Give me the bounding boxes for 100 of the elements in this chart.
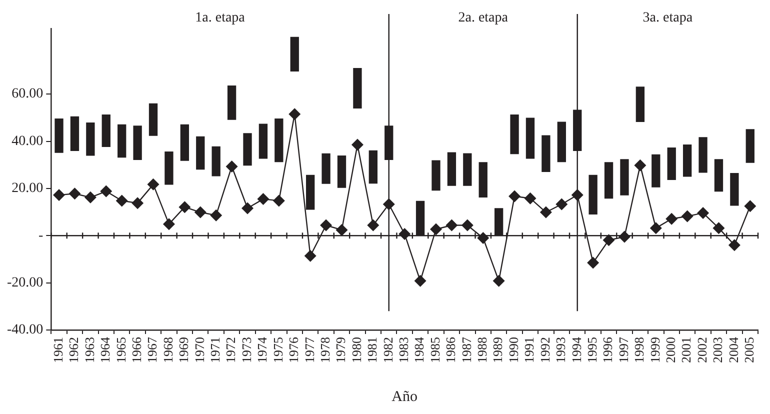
point	[461, 219, 474, 232]
x-tick-label: 1968	[160, 337, 176, 363]
x-tick-label: 1967	[144, 336, 160, 363]
point	[540, 206, 552, 218]
point	[634, 159, 646, 172]
point	[162, 218, 175, 230]
point	[446, 219, 458, 232]
point	[272, 194, 285, 207]
point	[336, 224, 348, 236]
x-tick-label: 1970	[192, 337, 207, 363]
point	[116, 194, 128, 207]
x-tick-label: 1992	[537, 337, 552, 363]
bar	[698, 137, 708, 173]
bar	[526, 118, 535, 159]
x-tick-label: 1997	[616, 336, 631, 363]
point	[492, 274, 505, 287]
point	[430, 223, 442, 236]
point	[100, 185, 112, 198]
point	[587, 256, 600, 269]
point	[681, 210, 694, 222]
bar	[730, 173, 739, 206]
point	[351, 138, 364, 151]
point	[320, 219, 332, 232]
x-tick-label: 1990	[506, 337, 521, 363]
x-tick-label: 2004	[726, 336, 741, 363]
x-tick-label: 1971	[208, 337, 223, 363]
x-tick-label: 1974	[254, 336, 270, 363]
point	[210, 209, 222, 222]
x-tick-label: 1988	[474, 337, 490, 363]
x-tick-label: 1991	[522, 337, 537, 363]
y-tick-label: -	[38, 228, 44, 244]
bar	[212, 146, 220, 176]
x-tick-label: 1980	[348, 337, 364, 363]
bar	[746, 129, 754, 163]
bar	[652, 154, 660, 188]
bar	[322, 153, 330, 184]
point	[666, 212, 678, 225]
bar	[368, 150, 378, 184]
point	[132, 197, 144, 210]
x-tick-label: 1998	[632, 337, 647, 363]
point	[178, 201, 191, 214]
x-tick-label: 1965	[113, 337, 128, 363]
bar	[667, 148, 676, 180]
x-tick-label: 1993	[553, 337, 568, 363]
text: 2a. etapa	[458, 10, 509, 26]
point	[744, 200, 756, 212]
x-tick-label: 1962	[66, 337, 82, 363]
x-axis-title: Año	[392, 388, 418, 405]
x-tick-label: 1979	[333, 337, 348, 363]
x-tick-label: 1981	[364, 337, 380, 363]
x-tick-label: 1976	[286, 336, 302, 363]
point	[602, 234, 615, 246]
point	[712, 222, 725, 234]
bar	[180, 124, 190, 161]
bar	[682, 144, 692, 177]
bar	[274, 118, 284, 162]
point	[194, 206, 206, 218]
x-tick-label: 1994	[568, 336, 584, 363]
x-tick-label: 1996	[600, 336, 616, 363]
bar	[714, 159, 724, 192]
bar	[243, 133, 252, 166]
x-tick-label: 2002	[694, 337, 710, 363]
x-tick-label: 1966	[128, 336, 144, 363]
point	[242, 202, 254, 214]
bar	[463, 153, 472, 186]
x-tick-label: 1982	[380, 337, 396, 363]
point	[226, 160, 238, 172]
bar	[620, 159, 629, 196]
point	[147, 178, 160, 190]
x-tick-label: 1999	[647, 337, 662, 363]
x-tick-label: 1983	[396, 337, 412, 363]
point	[697, 206, 710, 219]
x-tick-label: 1961	[50, 337, 66, 363]
x-tick-label: 2000	[663, 337, 678, 363]
y-tick-label: -20.00	[6, 275, 44, 290]
y-tick-label: 60.00	[12, 86, 44, 102]
y-tick-label: 40.00	[12, 134, 44, 149]
point	[508, 190, 521, 202]
point	[84, 191, 96, 204]
x-tick-label: 1972	[223, 337, 238, 363]
bar	[133, 126, 142, 160]
x-tick-label: 1978	[317, 337, 332, 363]
x-tick-label: 1995	[584, 337, 600, 363]
point	[68, 188, 81, 200]
x-tick-label: 1985	[427, 337, 442, 363]
bar	[290, 36, 299, 72]
point	[477, 232, 490, 244]
x-tick-label: 2005	[742, 337, 757, 363]
x-tick-label: 1986	[443, 336, 458, 363]
bar	[478, 162, 488, 198]
bar	[54, 118, 64, 153]
bar	[70, 116, 80, 152]
x-tick-label: 1975	[270, 337, 286, 363]
y-tick-label: -40.00	[6, 322, 44, 338]
x-tick-label: 1964	[98, 336, 113, 363]
text: 1a. etapa	[195, 10, 246, 26]
point	[524, 192, 536, 204]
bar	[604, 162, 614, 199]
bar	[196, 136, 205, 170]
bar	[258, 124, 268, 159]
